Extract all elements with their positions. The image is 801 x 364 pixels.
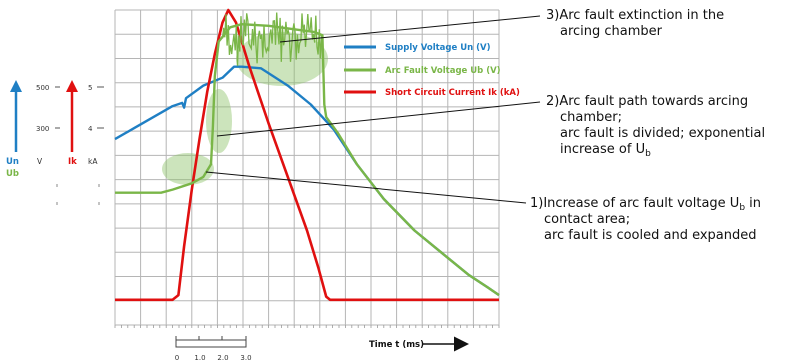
annotation-1-line-1-tail: in xyxy=(745,196,762,211)
annotation-3-line-1: 3)Arc fault extinction in the xyxy=(546,8,725,23)
annotation-1-line-3: arc fault is cooled and expanded xyxy=(544,228,757,243)
highlight-arcing-path xyxy=(206,89,232,153)
un-axis-label: Un xyxy=(6,157,19,167)
annotation-1-line-2: contact area; xyxy=(544,212,631,227)
scale-label-2: 2.0 xyxy=(217,354,228,362)
annotation-2-line-2: chamber; xyxy=(560,110,622,125)
scale-bar-box xyxy=(175,339,247,348)
scale-label-1: 1.0 xyxy=(194,354,205,362)
leader-line-2 xyxy=(216,101,541,137)
scale-label-0: 0 xyxy=(175,354,179,362)
annotation-2-line-3: arc fault is divided; exponential xyxy=(560,126,766,141)
annotation-leaders xyxy=(205,15,541,204)
current-tick-5: 5 xyxy=(88,84,92,92)
voltage-tick-500: 500 xyxy=(36,84,49,92)
annotation-1-line-1-text: 1)Increase of arc fault voltage U xyxy=(530,196,740,211)
series-lines xyxy=(114,8,500,302)
annotation-2-line-4: increase of Ub xyxy=(546,142,765,159)
legend: Supply Voltage Un (V) Arc Fault Voltage … xyxy=(344,43,520,98)
annotation-3-line-2: arcing chamber xyxy=(560,24,663,39)
annotation-3: 3)Arc fault extinction in the arcing cha… xyxy=(546,8,724,40)
time-axis-label: Time t (ms) xyxy=(369,340,424,350)
leader-line-1 xyxy=(205,171,527,204)
ik-axis-label: Ik xyxy=(68,157,77,167)
annotation-2-line-1: 2)Arc fault path towards arcing xyxy=(546,94,749,109)
left-axis-panel: 500 300 5 4 Un Ub V Ik kA xyxy=(6,80,104,205)
annotation-2: 2)Arc fault path towards arcing chamber;… xyxy=(546,94,766,159)
annotation-1: 1)Increase of arc fault voltage Ub in co… xyxy=(530,196,761,244)
voltage-unit: V xyxy=(37,157,43,166)
highlight-contact-area xyxy=(162,153,214,185)
legend-label-ub: Arc Fault Voltage Ub (V) xyxy=(385,66,501,76)
leader-line-3 xyxy=(279,15,541,43)
current-tick-4: 4 xyxy=(88,125,93,133)
annotation-1-line-1-subscript: b xyxy=(739,203,746,213)
annotation-2-line-4-text: increase of U xyxy=(560,142,646,157)
ik-arrow-head-icon xyxy=(66,80,78,92)
un-arrow-head-icon xyxy=(10,80,22,92)
legend-label-ik: Short Circuit Current Ik (kA) xyxy=(385,88,520,98)
scale-label-3: 3.0 xyxy=(240,354,251,362)
legend-label-un: Supply Voltage Un (V) xyxy=(385,43,491,53)
ub-axis-label: Ub xyxy=(6,169,19,179)
annotation-1-line-1: 1)Increase of arc fault voltage Ub in xyxy=(530,196,762,213)
voltage-tick-300: 300 xyxy=(36,125,49,133)
annotation-2-line-4-subscript: b xyxy=(645,149,651,159)
series-line-2 xyxy=(115,8,499,302)
current-unit: kA xyxy=(88,157,98,166)
time-scale-bar: 0 1.0 2.0 3.0 xyxy=(175,336,252,362)
